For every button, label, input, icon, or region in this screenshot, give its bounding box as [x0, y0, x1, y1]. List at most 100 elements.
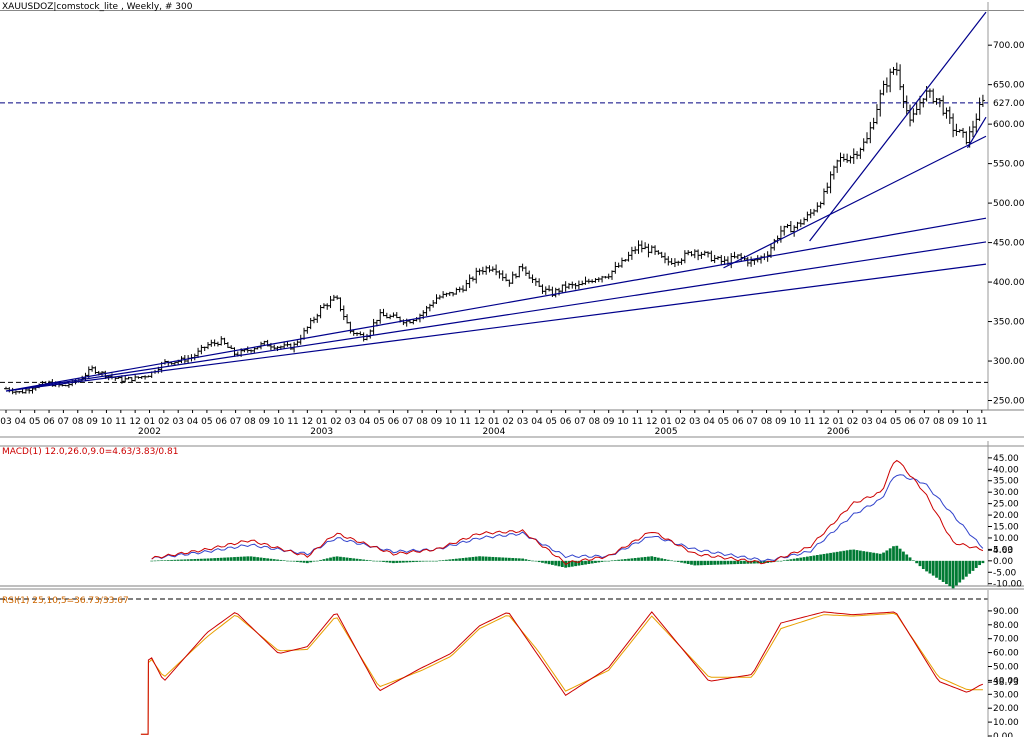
last-price-label: 627.00: [993, 99, 1024, 109]
macd-histogram-bar: [567, 560, 571, 568]
macd-histogram-bar: [799, 557, 803, 561]
macd-histogram-bar: [656, 557, 660, 561]
macd-histogram-bar: [378, 560, 382, 562]
macd-histogram-bar: [968, 560, 972, 574]
macd-histogram-bar: [223, 557, 226, 561]
macd-histogram-bar: [504, 557, 508, 561]
xtick-month-label: 05: [890, 417, 901, 427]
xtick-month-label: 11: [804, 417, 815, 427]
macd-histogram-bar: [792, 558, 796, 561]
macd-histogram-bar: [292, 560, 296, 562]
trendline[interactable]: [5, 263, 987, 392]
xtick-month-label: 04: [359, 417, 371, 427]
macd-histogram-bar: [918, 560, 922, 567]
macd-histogram-bar: [584, 560, 587, 565]
macd-histogram-bar: [623, 559, 627, 561]
macd-ytick-label: 4.63: [993, 546, 1013, 556]
macd-histogram-bar: [305, 560, 309, 564]
xtick-month-label: 06: [560, 417, 572, 427]
macd-histogram-bar: [428, 560, 432, 562]
xtick-month-label: 12: [646, 417, 657, 427]
macd-histogram-bar: [352, 558, 356, 561]
macd-histogram-bar: [302, 560, 306, 563]
rsi-ytick-label: 80.00: [993, 621, 1019, 631]
macd-histogram-bar: [388, 560, 392, 563]
xtick-month-label: 01: [660, 417, 671, 427]
macd-histogram-bar: [706, 560, 710, 565]
macd-histogram-bar: [418, 560, 422, 562]
xtick-month-label: 07: [230, 417, 241, 427]
macd-histogram-bar: [249, 556, 253, 561]
macd-histogram-bar: [819, 554, 823, 561]
macd-histogram-bar: [425, 560, 428, 562]
macd-histogram-bar: [408, 560, 412, 563]
macd-histogram-bar: [902, 551, 905, 561]
macd-line[interactable]: [151, 459, 984, 566]
macd-histogram-bar: [272, 559, 276, 561]
xtick-month-label: 03: [345, 417, 356, 427]
macd-ytick-label: 25.00: [993, 500, 1019, 510]
macd-histogram-bar: [898, 548, 902, 561]
xtick-month-label: 10: [790, 417, 802, 427]
macd-histogram-bar: [610, 560, 614, 562]
trendline[interactable]: [5, 241, 987, 392]
macd-histogram-bar: [647, 556, 650, 561]
macd-histogram-bar: [905, 554, 909, 561]
macd-histogram-bar: [703, 560, 707, 566]
trendline[interactable]: [966, 116, 987, 149]
ohlc-bar[interactable]: [980, 94, 985, 107]
macd-histogram-bar: [948, 560, 952, 587]
xtick-year-label: 2004: [482, 427, 505, 437]
rsi-panel-title: RSI(1) 25,10,5=36.73/33.67: [2, 596, 129, 606]
macd-histogram-bar: [445, 559, 448, 561]
rsi-ytick-label: 60.00: [993, 649, 1019, 659]
macd-ytick-label: 40.00: [993, 465, 1019, 475]
macd-histogram-bar: [600, 560, 604, 562]
xtick-month-label: 07: [574, 417, 585, 427]
macd-histogram-bar: [239, 556, 243, 561]
price-ytick-label: 600.00: [993, 120, 1024, 130]
rsi-ytick-label: 90.00: [993, 607, 1019, 617]
xtick-month-label: 09: [603, 417, 615, 427]
xtick-month-label: 06: [388, 417, 400, 427]
macd-histogram-bar: [514, 558, 518, 561]
macd-histogram-bar: [166, 560, 170, 561]
xtick-month-label: 02: [330, 417, 341, 427]
macd-histogram-bar: [858, 550, 862, 561]
macd-histogram-bar: [971, 560, 975, 571]
trendline[interactable]: [809, 11, 987, 242]
xtick-month-label: 08: [933, 417, 945, 427]
rsi-line[interactable]: [140, 611, 984, 735]
xtick-month-label: 09: [259, 417, 271, 427]
xtick-month-label: 11: [632, 417, 643, 427]
macd-histogram-bar: [494, 557, 498, 561]
macd-histogram-bar: [339, 556, 342, 561]
price-panel[interactable]: 250.00 300.00 350.00 400.00 450.00 500.00 550.…: [0, 2, 1024, 411]
macd-histogram-bar: [289, 560, 293, 562]
rsi-slow-line[interactable]: [140, 612, 983, 735]
xtick-month-label: 08: [589, 417, 601, 427]
macd-histogram-bar: [686, 560, 690, 564]
trendline[interactable]: [5, 217, 987, 392]
xtick-month-label: 04: [531, 417, 543, 427]
macd-histogram-bar: [312, 560, 316, 562]
macd-ytick-label: 15.00: [993, 523, 1019, 533]
macd-histogram-bar: [660, 558, 664, 561]
macd-histogram-bar: [481, 556, 485, 561]
macd-ytick-label: -10.00: [993, 580, 1022, 590]
macd-histogram-bar: [633, 558, 637, 561]
xtick-year-label: 2006: [827, 427, 850, 437]
price-ytick-label: 300.00: [993, 357, 1024, 367]
macd-histogram-bar: [921, 560, 925, 570]
xtick-month-label: 04: [876, 417, 888, 427]
xtick-month-label: 09: [947, 417, 959, 427]
trendline[interactable]: [723, 135, 987, 269]
macd-histogram-bar: [329, 557, 332, 561]
macd-histogram-bar: [243, 556, 246, 561]
xtick-month-label: 07: [402, 417, 413, 427]
xtick-month-label: 10: [273, 417, 285, 427]
macd-histogram-bar: [163, 560, 167, 561]
macd-ytick-label: 45.00: [993, 454, 1019, 464]
